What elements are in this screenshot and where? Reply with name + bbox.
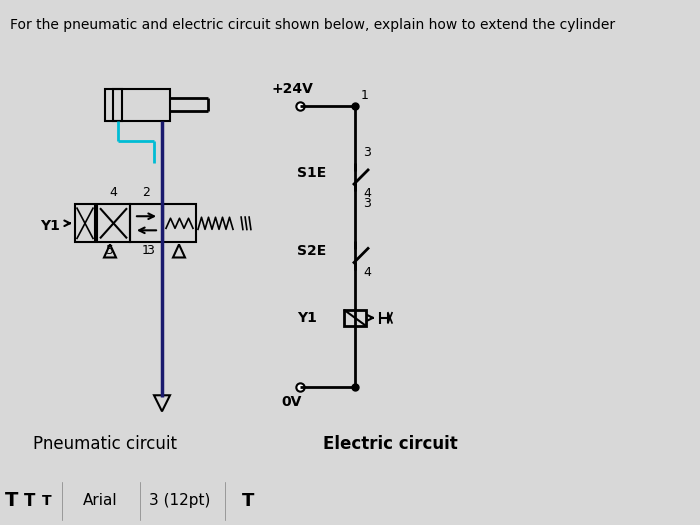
Text: Electric circuit: Electric circuit (323, 435, 457, 453)
Text: 1: 1 (361, 89, 369, 102)
Text: 3: 3 (363, 197, 371, 210)
Text: 5: 5 (106, 245, 114, 257)
Text: Y1: Y1 (297, 311, 317, 325)
Text: T: T (6, 491, 19, 510)
Text: S2E: S2E (297, 245, 326, 258)
Bar (97, 204, 130, 243)
Text: T: T (241, 492, 254, 510)
Bar (163, 204, 196, 243)
Text: 1: 1 (142, 245, 150, 257)
Text: 3: 3 (146, 245, 154, 257)
Text: Pneumatic circuit: Pneumatic circuit (33, 435, 177, 453)
Text: 3: 3 (363, 146, 371, 160)
Bar (344, 310, 366, 326)
Text: 4: 4 (363, 187, 371, 200)
Bar (105, 89, 170, 121)
Bar (75, 204, 95, 243)
Text: 3 (12pt): 3 (12pt) (149, 494, 211, 508)
Text: S1E: S1E (297, 166, 326, 180)
Text: 4: 4 (363, 266, 371, 279)
Bar (113, 89, 122, 121)
Text: Y1: Y1 (40, 219, 60, 233)
Text: 4: 4 (109, 186, 117, 199)
Bar (130, 204, 163, 243)
Text: +24V: +24V (271, 81, 313, 96)
Text: For the pneumatic and electric circuit shown below, explain how to extend the cy: For the pneumatic and electric circuit s… (10, 18, 615, 32)
Text: T: T (42, 494, 52, 508)
Text: Arial: Arial (83, 494, 118, 508)
Text: 0V: 0V (282, 395, 302, 410)
Text: 2: 2 (142, 186, 150, 199)
Text: T: T (25, 492, 36, 510)
